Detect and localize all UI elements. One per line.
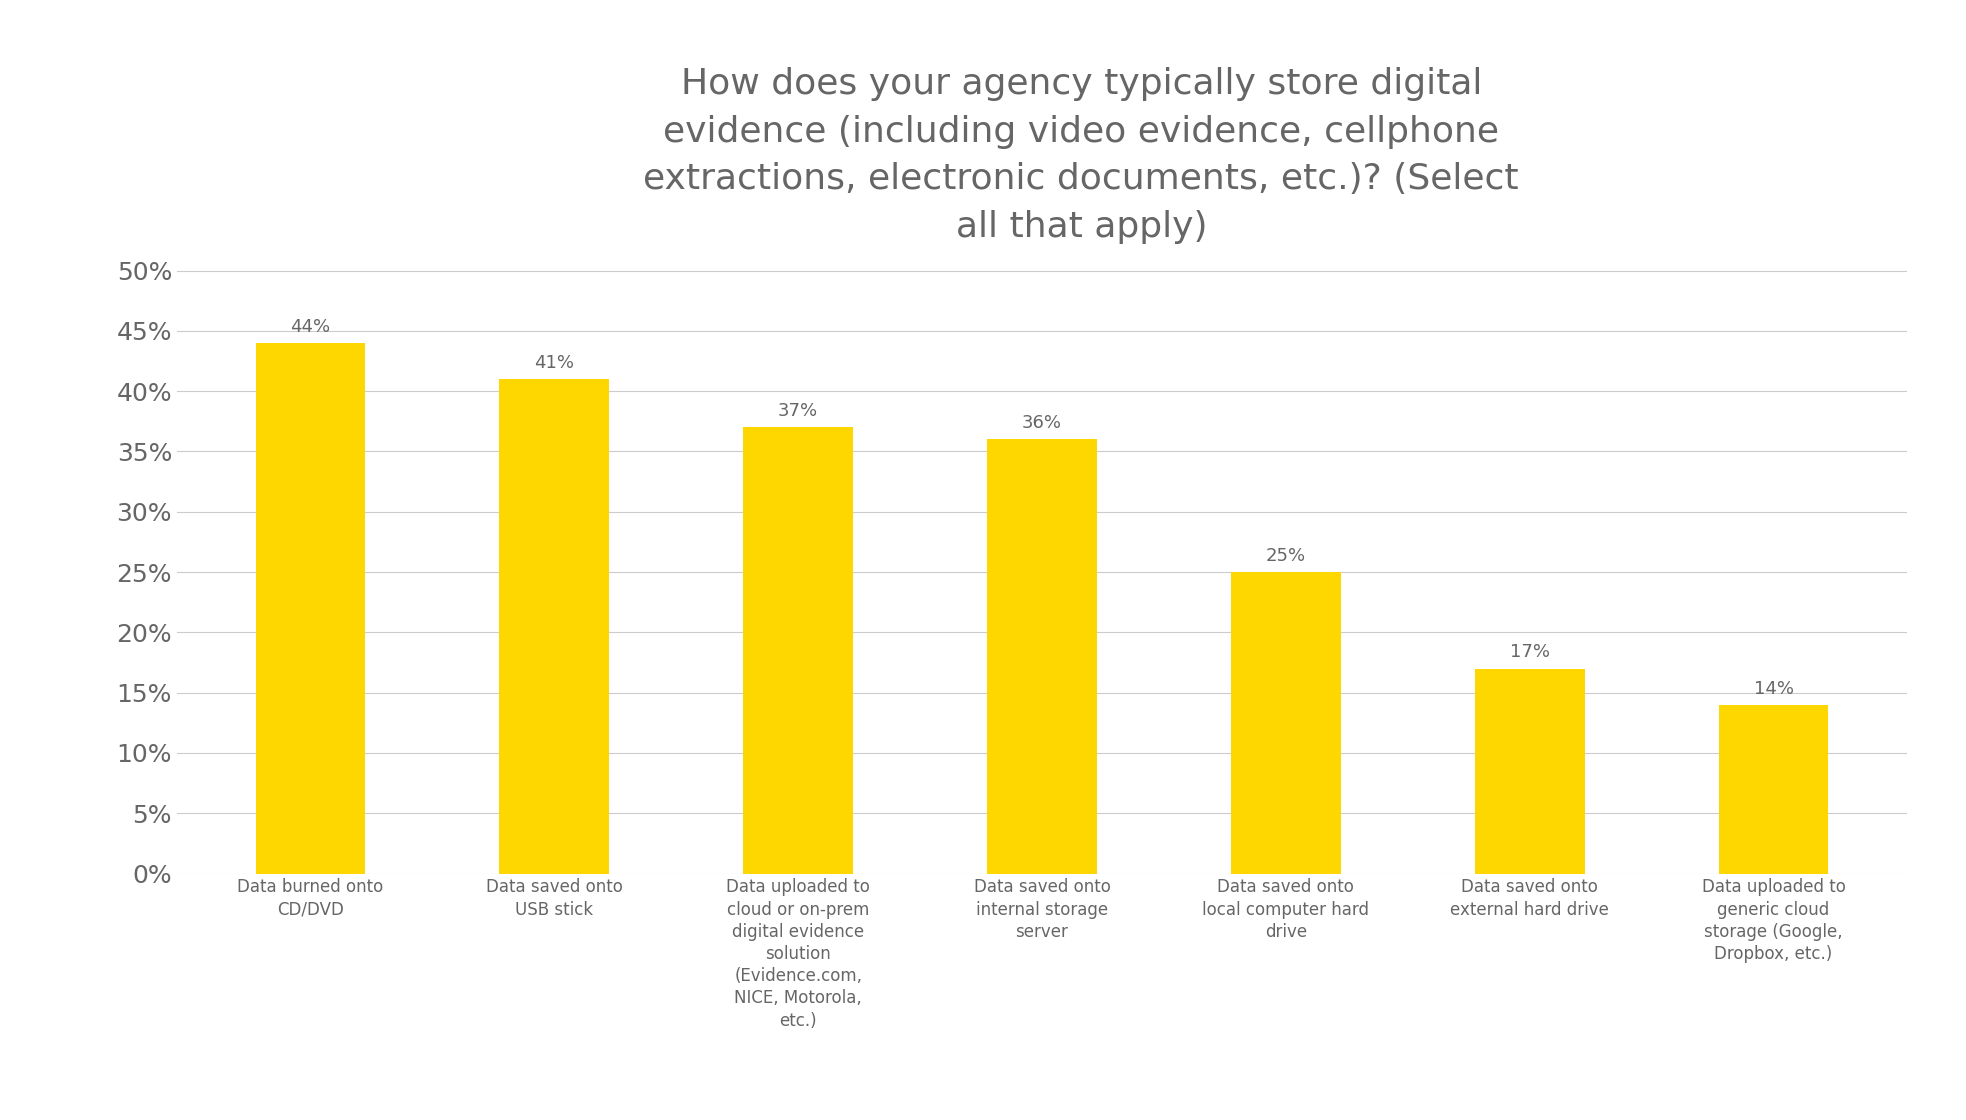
Text: 17%: 17% [1510,643,1549,661]
Bar [743,428,853,874]
Bar [1231,572,1341,874]
Text: How does your agency typically store digital
evidence (including video evidence,: How does your agency typically store dig… [643,67,1520,244]
Text: 36%: 36% [1022,414,1062,432]
Text: 25%: 25% [1266,547,1305,564]
Bar [256,343,366,874]
Bar [987,439,1097,874]
Text: 37%: 37% [779,402,818,420]
Bar [1474,669,1585,874]
Text: 14%: 14% [1754,680,1793,698]
Bar [1718,704,1828,874]
Text: 41%: 41% [535,354,574,372]
Text: 44%: 44% [291,318,330,336]
Bar [499,379,609,874]
